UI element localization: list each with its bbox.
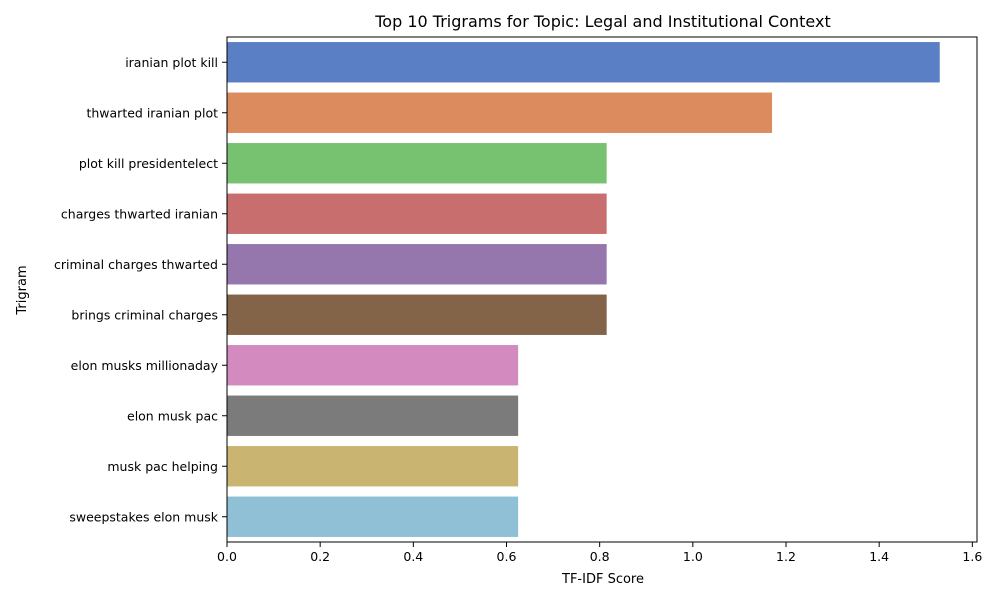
x-tick-label: 0.8 <box>590 549 610 564</box>
x-axis-label: TF-IDF Score <box>561 572 644 587</box>
plot-frame <box>226 36 978 543</box>
bar-1 <box>227 92 773 133</box>
bar-0 <box>227 42 940 83</box>
x-tick-label: 1.2 <box>776 549 796 564</box>
chart-title: Top 10 Trigrams for Topic: Legal and Ins… <box>374 12 830 31</box>
y-tick-label: iranian plot kill <box>125 55 218 70</box>
x-tick-label: 1.6 <box>962 549 982 564</box>
bar-6 <box>227 345 519 386</box>
x-tick-label: 1.0 <box>683 549 703 564</box>
bar-7 <box>227 395 519 436</box>
bar-9 <box>227 496 519 537</box>
bar-5 <box>227 294 607 335</box>
bar-4 <box>227 244 607 285</box>
y-tick-label: charges thwarted iranian <box>61 206 218 221</box>
y-tick-label: elon musk pac <box>127 408 218 423</box>
y-tick-label: elon musks millionaday <box>71 358 219 373</box>
y-tick-label: brings criminal charges <box>71 307 218 322</box>
y-tick-label: musk pac helping <box>107 459 218 474</box>
axes-frame <box>226 36 978 543</box>
x-tick-label: 0.2 <box>310 549 330 564</box>
bar-2 <box>227 143 607 184</box>
y-tick-label: thwarted iranian plot <box>86 105 218 120</box>
bar-3 <box>227 193 607 234</box>
x-tick-label: 0.0 <box>217 549 237 564</box>
y-tick-label: criminal charges thwarted <box>54 257 218 272</box>
x-tick-label: 1.4 <box>869 549 889 564</box>
bar-8 <box>227 446 519 487</box>
y-axis-label: Trigram <box>15 265 30 315</box>
x-tick-label: 0.4 <box>403 549 423 564</box>
x-tick-label: 0.6 <box>497 549 517 564</box>
y-tick-label: plot kill presidentelect <box>79 156 218 171</box>
y-axis-ticks: iranian plot kill thwarted iranian plot pl… <box>54 55 227 524</box>
x-axis-ticks: 0.0 0.2 0.4 0.6 0.8 1.0 1.2 1.4 1.6 <box>217 542 982 564</box>
bars-layer <box>227 42 940 537</box>
y-tick-label: sweepstakes elon musk <box>69 509 218 524</box>
